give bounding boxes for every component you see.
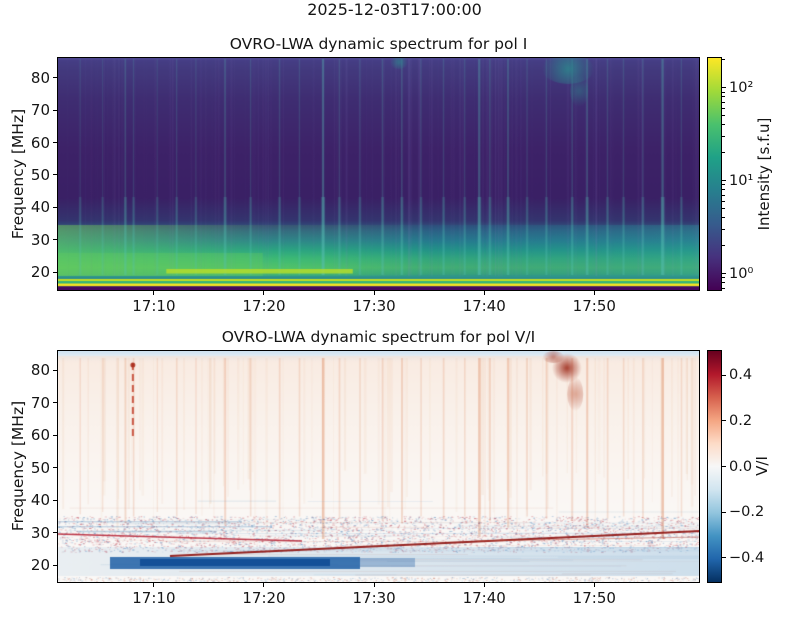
x-tick-label: 17:10 <box>132 297 176 315</box>
colorbar-tick-label: 10⁰ <box>729 265 754 282</box>
colorbar-tick-mark <box>722 511 726 513</box>
x-tick-label: 17:10 <box>132 589 176 607</box>
colorbar-minor-tick <box>722 107 725 109</box>
x-tick-label: 17:30 <box>352 589 396 607</box>
colorbar-tick-label: 10² <box>729 79 754 96</box>
y-tick-mark <box>53 532 57 534</box>
colorbar-minor-tick <box>722 91 725 93</box>
colorbar-minor-tick <box>722 96 725 98</box>
y-tick-mark <box>53 77 57 79</box>
x-tick-label: 17:50 <box>572 297 616 315</box>
y-tick-label: 50 <box>30 165 50 184</box>
colorbar-minor-tick <box>722 287 725 289</box>
colorbar-minor-tick <box>722 245 725 247</box>
y-tick-mark <box>53 402 57 404</box>
y-tick-label: 80 <box>30 68 50 87</box>
x-tick-mark <box>373 291 375 295</box>
colorbar-tick-label: 0.2 <box>729 412 753 429</box>
colorbar-minor-tick <box>722 135 725 137</box>
colorbar-minor-tick <box>722 277 725 279</box>
colorbar-tick-label: 0.4 <box>729 367 753 384</box>
y-tick-mark <box>53 271 57 273</box>
y-tick-label: 70 <box>30 393 50 412</box>
y-tick-mark <box>53 109 57 111</box>
y-tick-label: 60 <box>30 426 50 445</box>
colorbar-tick-mark <box>722 273 726 275</box>
colorbar-tick-label: 10¹ <box>729 172 754 189</box>
y-tick-label: 70 <box>30 101 50 120</box>
y-tick-mark <box>53 564 57 566</box>
x-tick-mark <box>593 583 595 587</box>
pol-i-ylabel: Frequency [MHz] <box>9 108 27 240</box>
x-tick-label: 17:50 <box>572 589 616 607</box>
colorbar-minor-tick <box>722 59 725 61</box>
y-tick-label: 40 <box>30 491 50 510</box>
pol-vi-colorbar <box>707 350 722 583</box>
y-tick-label: 20 <box>30 263 50 282</box>
colorbar-tick-label: −0.2 <box>729 504 765 521</box>
x-tick-mark <box>153 291 155 295</box>
pol-i-title: OVRO-LWA dynamic spectrum for pol I <box>229 35 528 53</box>
y-tick-label: 50 <box>30 458 50 477</box>
x-tick-label: 17:40 <box>462 297 506 315</box>
x-tick-mark <box>263 583 265 587</box>
y-tick-mark <box>53 467 57 469</box>
colorbar-minor-tick <box>722 115 725 117</box>
x-tick-mark <box>483 291 485 295</box>
y-tick-label: 40 <box>30 198 50 217</box>
y-tick-mark <box>53 239 57 241</box>
colorbar-minor-tick <box>722 282 725 284</box>
colorbar-tick-mark <box>722 466 726 467</box>
colorbar-minor-tick <box>722 200 725 202</box>
pol-vi-spectrogram <box>57 350 700 583</box>
colorbar-tick-mark <box>722 180 726 182</box>
x-tick-mark <box>153 583 155 587</box>
colorbar-tick-mark <box>722 420 726 422</box>
colorbar-minor-tick <box>722 217 725 219</box>
x-tick-label: 17:40 <box>462 589 506 607</box>
x-tick-mark <box>593 291 595 295</box>
x-tick-label: 17:30 <box>352 297 396 315</box>
y-tick-mark <box>53 142 57 144</box>
x-tick-mark <box>373 583 375 587</box>
colorbar-minor-tick <box>722 228 725 230</box>
x-tick-label: 17:20 <box>242 297 286 315</box>
y-tick-mark <box>53 434 57 436</box>
y-tick-label: 30 <box>30 523 50 542</box>
colorbar-tick-mark <box>722 87 726 89</box>
colorbar-minor-tick <box>722 189 725 191</box>
y-tick-mark <box>53 369 57 371</box>
y-tick-label: 80 <box>30 361 50 380</box>
colorbar-minor-tick <box>722 208 725 210</box>
y-tick-mark <box>53 206 57 208</box>
colorbar-minor-tick <box>722 101 725 103</box>
colorbar-minor-tick <box>722 184 725 186</box>
y-tick-mark <box>53 174 57 176</box>
y-tick-label: 30 <box>30 230 50 249</box>
y-tick-label: 60 <box>30 133 50 152</box>
x-tick-mark <box>263 291 265 295</box>
x-tick-label: 17:20 <box>242 589 286 607</box>
colorbar-tick-label: −0.4 <box>729 549 765 566</box>
pol-vi-colorbar-label: V/I <box>753 456 771 476</box>
colorbar-tick-mark <box>722 557 726 559</box>
suptitle: 2025-12-03T17:00:00 <box>307 0 482 19</box>
x-tick-mark <box>483 583 485 587</box>
colorbar-minor-tick <box>722 152 725 154</box>
colorbar-minor-tick <box>722 194 725 196</box>
y-tick-label: 20 <box>30 556 50 575</box>
pol-vi-title: OVRO-LWA dynamic spectrum for pol V/I <box>221 328 536 346</box>
colorbar-tick-label: 0.0 <box>729 458 753 475</box>
colorbar-minor-tick <box>722 124 725 126</box>
colorbar-tick-mark <box>722 374 726 376</box>
y-tick-mark <box>53 499 57 501</box>
pol-i-colorbar <box>707 57 722 291</box>
pol-vi-ylabel: Frequency [MHz] <box>9 400 27 532</box>
pol-i-spectrogram <box>57 57 700 291</box>
pol-i-colorbar-label: Intensity [s.f.u] <box>755 117 773 231</box>
